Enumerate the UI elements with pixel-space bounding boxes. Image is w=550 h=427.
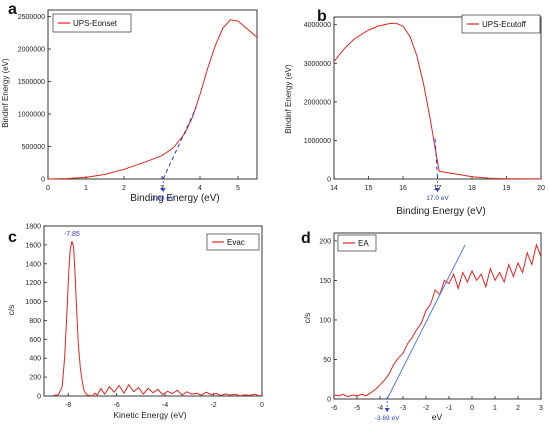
y-tick-label: 3000000 — [304, 61, 331, 68]
arrow-head — [160, 188, 166, 192]
y-tick-label: 0 — [41, 177, 45, 184]
x-axis-label: Kinetic Energy (eV) — [113, 410, 186, 420]
series-line — [53, 240, 263, 397]
legend-box — [206, 233, 260, 251]
legend-label: EA — [358, 239, 369, 248]
x-axis-label: eV — [432, 412, 443, 422]
legend-box — [52, 13, 132, 33]
x-tick-label: 0 — [46, 185, 50, 192]
x-tick-label: -3 — [400, 405, 406, 412]
plot-frame — [333, 16, 542, 180]
y-tick-label: 1200 — [25, 280, 41, 287]
y-tick-label: 0 — [327, 177, 331, 184]
plot-frame — [43, 225, 263, 397]
y-tick-label: 2000000 — [18, 47, 45, 54]
x-tick-label: 14 — [330, 185, 338, 192]
y-tick-label: 800 — [29, 318, 41, 325]
x-tick-label: 16 — [399, 185, 407, 192]
x-tick-label: 1 — [493, 405, 497, 412]
arrow-head — [384, 408, 390, 412]
arrow-head — [435, 188, 440, 192]
legend-label: Evac — [227, 238, 245, 247]
x-axis-label: Binding Energy (eV) — [130, 193, 220, 204]
y-tick-label: 4000000 — [304, 22, 331, 29]
y-tick-label: 1000000 — [18, 112, 45, 119]
plot-frame — [333, 232, 542, 400]
x-tick-label: 3 — [539, 405, 543, 412]
x-tick-label: 15 — [365, 185, 373, 192]
panel-a: a012345050000010000001500000200000025000… — [1, 1, 258, 204]
y-tick-label: 2000000 — [304, 99, 331, 106]
x-axis-label: Binding Energy (eV) — [396, 206, 486, 217]
series-line — [47, 19, 258, 180]
y-tick-label: 0 — [37, 394, 41, 401]
plot-frame — [47, 9, 258, 180]
y-tick-label: 50 — [323, 357, 331, 364]
panel-letter: d — [301, 230, 311, 247]
fit-line — [162, 107, 197, 180]
y-tick-label: 500000 — [22, 144, 45, 151]
x-tick-label: 5 — [236, 185, 240, 192]
x-tick-label: 20 — [537, 185, 545, 192]
x-tick-label: 1 — [84, 185, 88, 192]
panel-letter: a — [8, 1, 17, 18]
x-tick-label: 18 — [468, 185, 476, 192]
series-line — [333, 243, 542, 398]
x-tick-label: -1 — [446, 405, 452, 412]
legend-label: UPS-Eonset — [73, 19, 118, 28]
x-tick-label: 0 — [470, 405, 474, 412]
panel-b: b141516171819200100000020000003000000400… — [284, 8, 545, 217]
x-tick-label: 2 — [122, 185, 126, 192]
x-tick-label: -4 — [377, 405, 383, 412]
y-axis-label: c/s — [7, 305, 16, 315]
y-tick-label: 1000 — [25, 299, 41, 306]
y-tick-label: 1800 — [25, 224, 41, 231]
x-tick-label: -2 — [423, 405, 429, 412]
annotation-label: 3.03 eV — [152, 195, 175, 202]
x-tick-label: 0 — [260, 402, 264, 409]
legend-box — [337, 234, 377, 252]
annotation-label: -7.85 — [64, 231, 80, 238]
y-tick-label: 150 — [319, 278, 331, 285]
x-tick-label: -5 — [354, 405, 360, 412]
y-tick-label: 1000000 — [304, 138, 331, 145]
x-tick-label: 2 — [516, 405, 520, 412]
panel-letter: b — [317, 8, 327, 25]
fit-line — [386, 244, 466, 400]
y-axis-label: Bindinf Energy (eV) — [1, 58, 10, 128]
y-tick-label: 1500000 — [18, 79, 45, 86]
series-line — [333, 22, 542, 180]
panel-c: c -8 -6 -4 -2 0 0 200 400 600 800 1000 1200 1400 1600 1… — [7, 224, 264, 421]
annotation-label: 17.0 eV — [426, 195, 449, 202]
x-tick-label: -6 — [331, 405, 337, 412]
y-tick-label: 2500000 — [18, 14, 45, 21]
y-tick-label: 600 — [29, 337, 41, 344]
x-tick-label: 4 — [198, 185, 202, 192]
x-tick-label: -4 — [162, 402, 168, 409]
legend-box — [461, 14, 541, 34]
annotation-label: -3.69 eV — [375, 415, 400, 422]
x-tick-label: -8 — [65, 402, 71, 409]
y-tick-label: 100 — [319, 317, 331, 324]
y-tick-label: 200 — [29, 375, 41, 382]
y-tick-label: 1600 — [25, 242, 41, 249]
y-axis-label: c/s — [303, 313, 312, 323]
panel-d: d -6 -5 -4 -3 -2 -1 0 1 2 3 0 50 100 150 200 eV c/s -3.69 … — [301, 230, 543, 422]
x-tick-label: -6 — [114, 402, 120, 409]
y-axis-label: Bindinf Energy (eV) — [284, 64, 293, 134]
y-tick-label: 1400 — [25, 261, 41, 268]
y-tick-label: 200 — [319, 238, 331, 245]
y-tick-label: 0 — [327, 397, 331, 404]
y-tick-label: 400 — [29, 356, 41, 363]
x-tick-label: -2 — [210, 402, 216, 409]
x-tick-label: 19 — [503, 185, 511, 192]
panel-letter: c — [8, 229, 17, 246]
legend-label: UPS-Ecutoff — [482, 20, 527, 29]
